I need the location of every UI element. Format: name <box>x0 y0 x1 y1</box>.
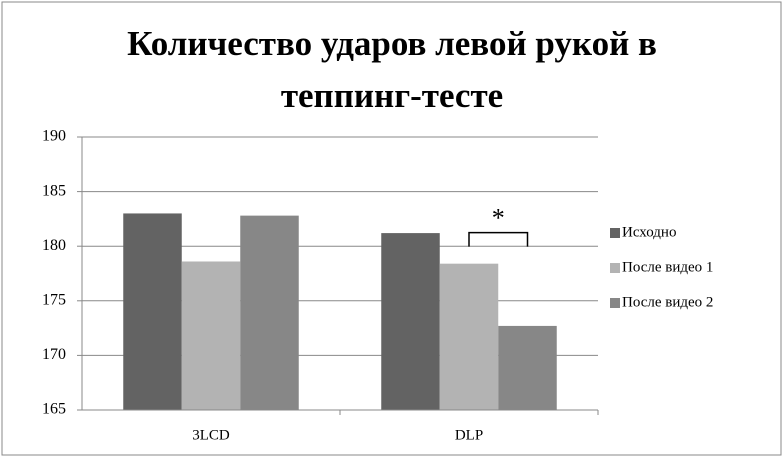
y-tick-label: 180 <box>42 237 66 254</box>
bar <box>181 261 241 410</box>
x-tick-label: DLP <box>455 427 483 443</box>
annotation: * <box>492 204 505 233</box>
bar <box>123 213 182 410</box>
y-tick-label: 175 <box>42 291 66 308</box>
legend-label: После видео 2 <box>622 294 713 310</box>
legend-swatch <box>610 263 620 273</box>
y-tick-label: 185 <box>42 182 66 199</box>
bar <box>381 233 440 410</box>
chart-title: Количество ударов левой рукой в теппинг-… <box>127 24 657 115</box>
legend-swatch <box>610 298 620 308</box>
significance-bracket <box>468 231 529 247</box>
legend-swatch <box>610 228 620 238</box>
legend-label: Исходно <box>622 224 676 240</box>
bar <box>240 215 299 410</box>
y-tick-label: 190 <box>42 128 66 145</box>
x-tick-label: 3LCD <box>192 427 230 443</box>
y-tick-label: 165 <box>42 401 66 418</box>
bar <box>439 263 499 410</box>
legend-label: После видео 1 <box>622 259 713 275</box>
bar <box>498 325 557 410</box>
y-tick-label: 170 <box>42 346 66 363</box>
